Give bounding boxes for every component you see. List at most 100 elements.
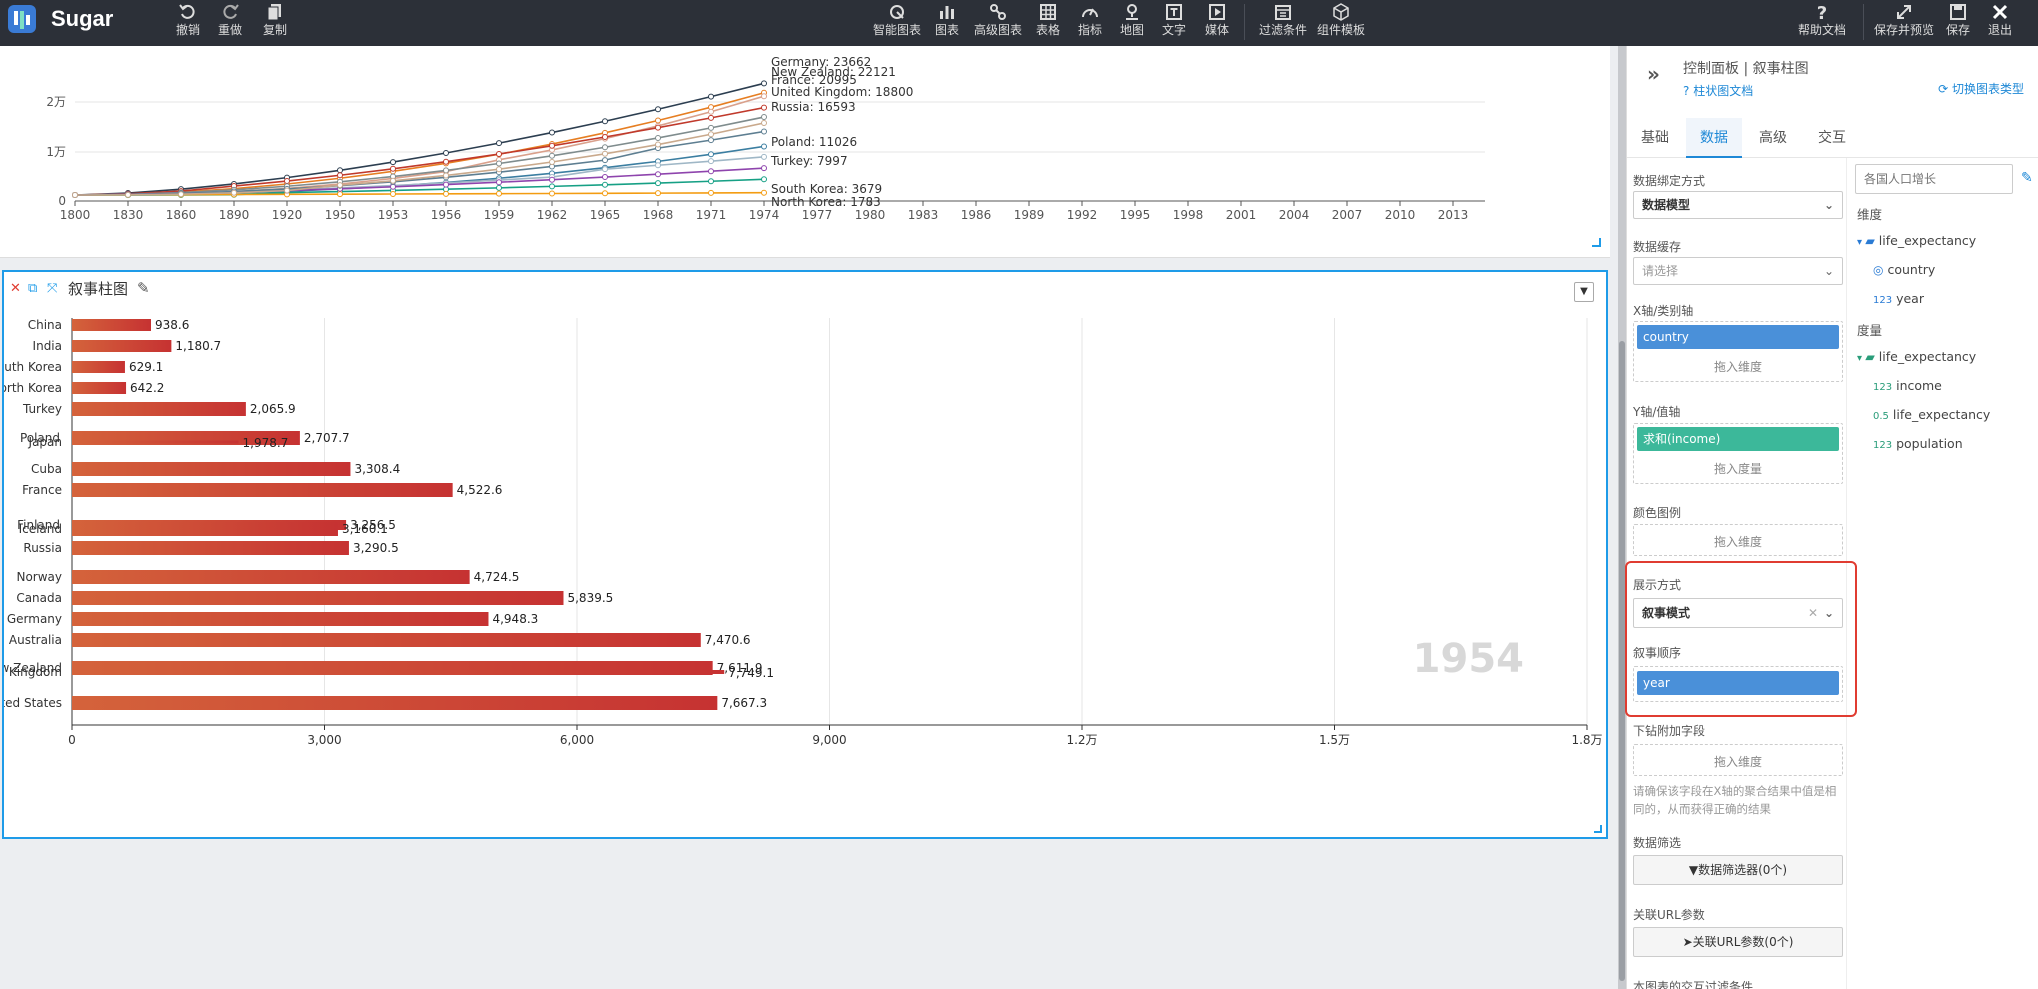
edit-pencil-icon[interactable]: ✎: [137, 279, 150, 297]
edit-pencil-icon[interactable]: ✎: [2021, 170, 2033, 186]
number-type-icon: 123: [1873, 295, 1893, 306]
tab-basic[interactable]: 基础: [1641, 130, 1669, 146]
component-template-button[interactable]: 组件模板: [1317, 2, 1365, 37]
gauge-icon: [1082, 8, 1098, 18]
x-tick-label: 1986: [961, 208, 992, 222]
table-icon: [1040, 4, 1056, 20]
x-tick-label: 1962: [537, 208, 568, 222]
smart-chart-button[interactable]: 智能图表: [873, 2, 921, 37]
series-point: [655, 117, 661, 124]
bar-value-label: 7,470.6: [705, 633, 751, 647]
resize-handle[interactable]: [1594, 825, 1602, 833]
bar-value-label: 4,948.3: [492, 612, 538, 626]
media-button[interactable]: 媒体: [1205, 2, 1229, 37]
x-tick-label: 1800: [60, 208, 91, 222]
advanced-chart-button[interactable]: 高级图表: [974, 2, 1022, 37]
indicator-label: 指标: [1078, 23, 1103, 37]
component-template-label: 组件模板: [1317, 23, 1366, 37]
switch-chart-type[interactable]: ⟳ 切换图表类型: [1938, 80, 2024, 97]
chevron-down-icon: ⌄: [1823, 198, 1834, 212]
field-population[interactable]: 123 population: [1873, 436, 1963, 451]
line-chart-card[interactable]: 2万 1万 0 1800 1830 1860 1890 1920 1950 1953 1956 195…: [0, 46, 1610, 258]
text-button[interactable]: 文字: [1162, 2, 1186, 37]
series-point: [655, 171, 661, 178]
url-param-button[interactable]: ➤关联URL参数(0个): [1633, 927, 1843, 957]
series-point: [602, 181, 608, 188]
field-income[interactable]: 123 income: [1873, 378, 1942, 393]
series-point: [708, 108, 714, 115]
map-button[interactable]: 地图: [1120, 2, 1144, 37]
save-preview-button[interactable]: 保存并预览: [1874, 2, 1934, 37]
table-button[interactable]: 表格: [1036, 2, 1060, 37]
save-button[interactable]: 保存: [1946, 2, 1970, 37]
copy-button[interactable]: 复制: [263, 2, 287, 37]
bar: [72, 382, 127, 394]
help-button[interactable]: ? 帮助文档: [1798, 2, 1846, 37]
chart-button[interactable]: 图表: [935, 2, 959, 37]
bar-chart-icon: [940, 6, 954, 19]
dataset-search-input[interactable]: [1855, 164, 2013, 194]
drill-dropzone[interactable]: 拖入维度: [1633, 744, 1843, 776]
field-year[interactable]: 123 year: [1873, 291, 1924, 306]
y-tick-label: 2万: [46, 95, 66, 109]
svg-text:?: ?: [1817, 3, 1827, 22]
narrative-bar-chart-card[interactable]: ✕ ⧉ ⤧ 叙事柱图 ✎ ▼ 0 3,000 6,000 9,000 1.2万 1.5万 1…: [2, 270, 1608, 839]
x-tick-label: 1.2万: [1066, 733, 1097, 747]
measure-folder[interactable]: ▾ ▰ life_expectancy: [1857, 349, 1976, 364]
series-point: [602, 166, 608, 173]
collapse-panel-icon[interactable]: »: [1647, 62, 1660, 86]
y-axis-pill[interactable]: 求和(income): [1637, 427, 1839, 451]
x-tick-label: 2013: [1438, 208, 1469, 222]
data-filter-label: 数据筛选: [1633, 836, 1682, 850]
x-axis-pill[interactable]: country: [1637, 325, 1839, 349]
series-point: [284, 178, 290, 185]
x-tick-label: 1992: [1067, 208, 1098, 222]
canvas-scrollbar[interactable]: [1618, 46, 1626, 989]
narrative-order-label: 叙事顺序: [1633, 646, 1682, 660]
tab-interaction[interactable]: 交互: [1818, 130, 1846, 146]
field-country[interactable]: ◎ country: [1873, 262, 1935, 277]
series-point: [602, 118, 608, 125]
narrative-order-dropzone[interactable]: year: [1633, 666, 1843, 702]
data-filter-button[interactable]: ▼数据筛选器(0个): [1633, 855, 1843, 885]
bar: [72, 462, 351, 476]
series-point: [549, 158, 555, 165]
clear-icon[interactable]: ✕: [1807, 606, 1818, 620]
series-point: [761, 80, 767, 87]
delete-icon[interactable]: ✕: [10, 281, 21, 296]
x-axis-dropzone[interactable]: country 拖入维度: [1633, 321, 1843, 382]
tab-advanced[interactable]: 高级: [1759, 130, 1787, 146]
field-life-expectancy[interactable]: 0.5 life_expectancy: [1873, 407, 1990, 422]
color-legend-dropzone[interactable]: 拖入维度: [1633, 524, 1843, 556]
x-axis-label: X轴/类别轴: [1633, 304, 1694, 318]
category-label: Iceland: [19, 522, 62, 536]
folder-icon: ▰: [1865, 349, 1879, 364]
duplicate-icon[interactable]: ⧉: [28, 281, 38, 296]
display-mode-select[interactable]: 叙事模式 ✕ ⌄: [1633, 598, 1843, 628]
indicator-button[interactable]: 指标: [1078, 2, 1102, 37]
filter-button[interactable]: 过滤条件: [1259, 2, 1307, 37]
narrative-order-pill[interactable]: year: [1637, 671, 1839, 695]
cache-select[interactable]: 请选择 ⌄: [1633, 257, 1843, 285]
map-pin-icon: [1126, 4, 1138, 20]
series-point: [496, 151, 502, 158]
undo-button[interactable]: 撤销: [176, 2, 200, 37]
exit-button[interactable]: 退出: [1988, 2, 2012, 37]
series-point: [655, 180, 661, 187]
series-point: [496, 166, 502, 173]
x-tick-label: 1998: [1173, 208, 1204, 222]
fullscreen-icon[interactable]: ⤧: [47, 281, 58, 296]
tab-data[interactable]: 数据: [1686, 118, 1742, 158]
doc-link[interactable]: ? 柱状图文档: [1683, 82, 1753, 99]
scrollbar-thumb[interactable]: [1619, 341, 1625, 981]
binding-select[interactable]: 数据模型 ⌄: [1633, 191, 1843, 219]
card-menu-dropdown[interactable]: ▼: [1574, 282, 1594, 302]
panel-title: 控制面板 | 叙事柱图: [1683, 61, 1809, 77]
series-point: [549, 152, 555, 159]
y-axis-dropzone[interactable]: 求和(income) 拖入度量: [1633, 423, 1843, 484]
dimension-folder[interactable]: ▾ ▰ life_expectancy: [1857, 233, 1976, 248]
doc-link-label: 柱状图文档: [1693, 84, 1754, 98]
series-point: [549, 183, 555, 190]
series-point: [390, 183, 396, 190]
redo-button[interactable]: 重做: [218, 2, 242, 37]
